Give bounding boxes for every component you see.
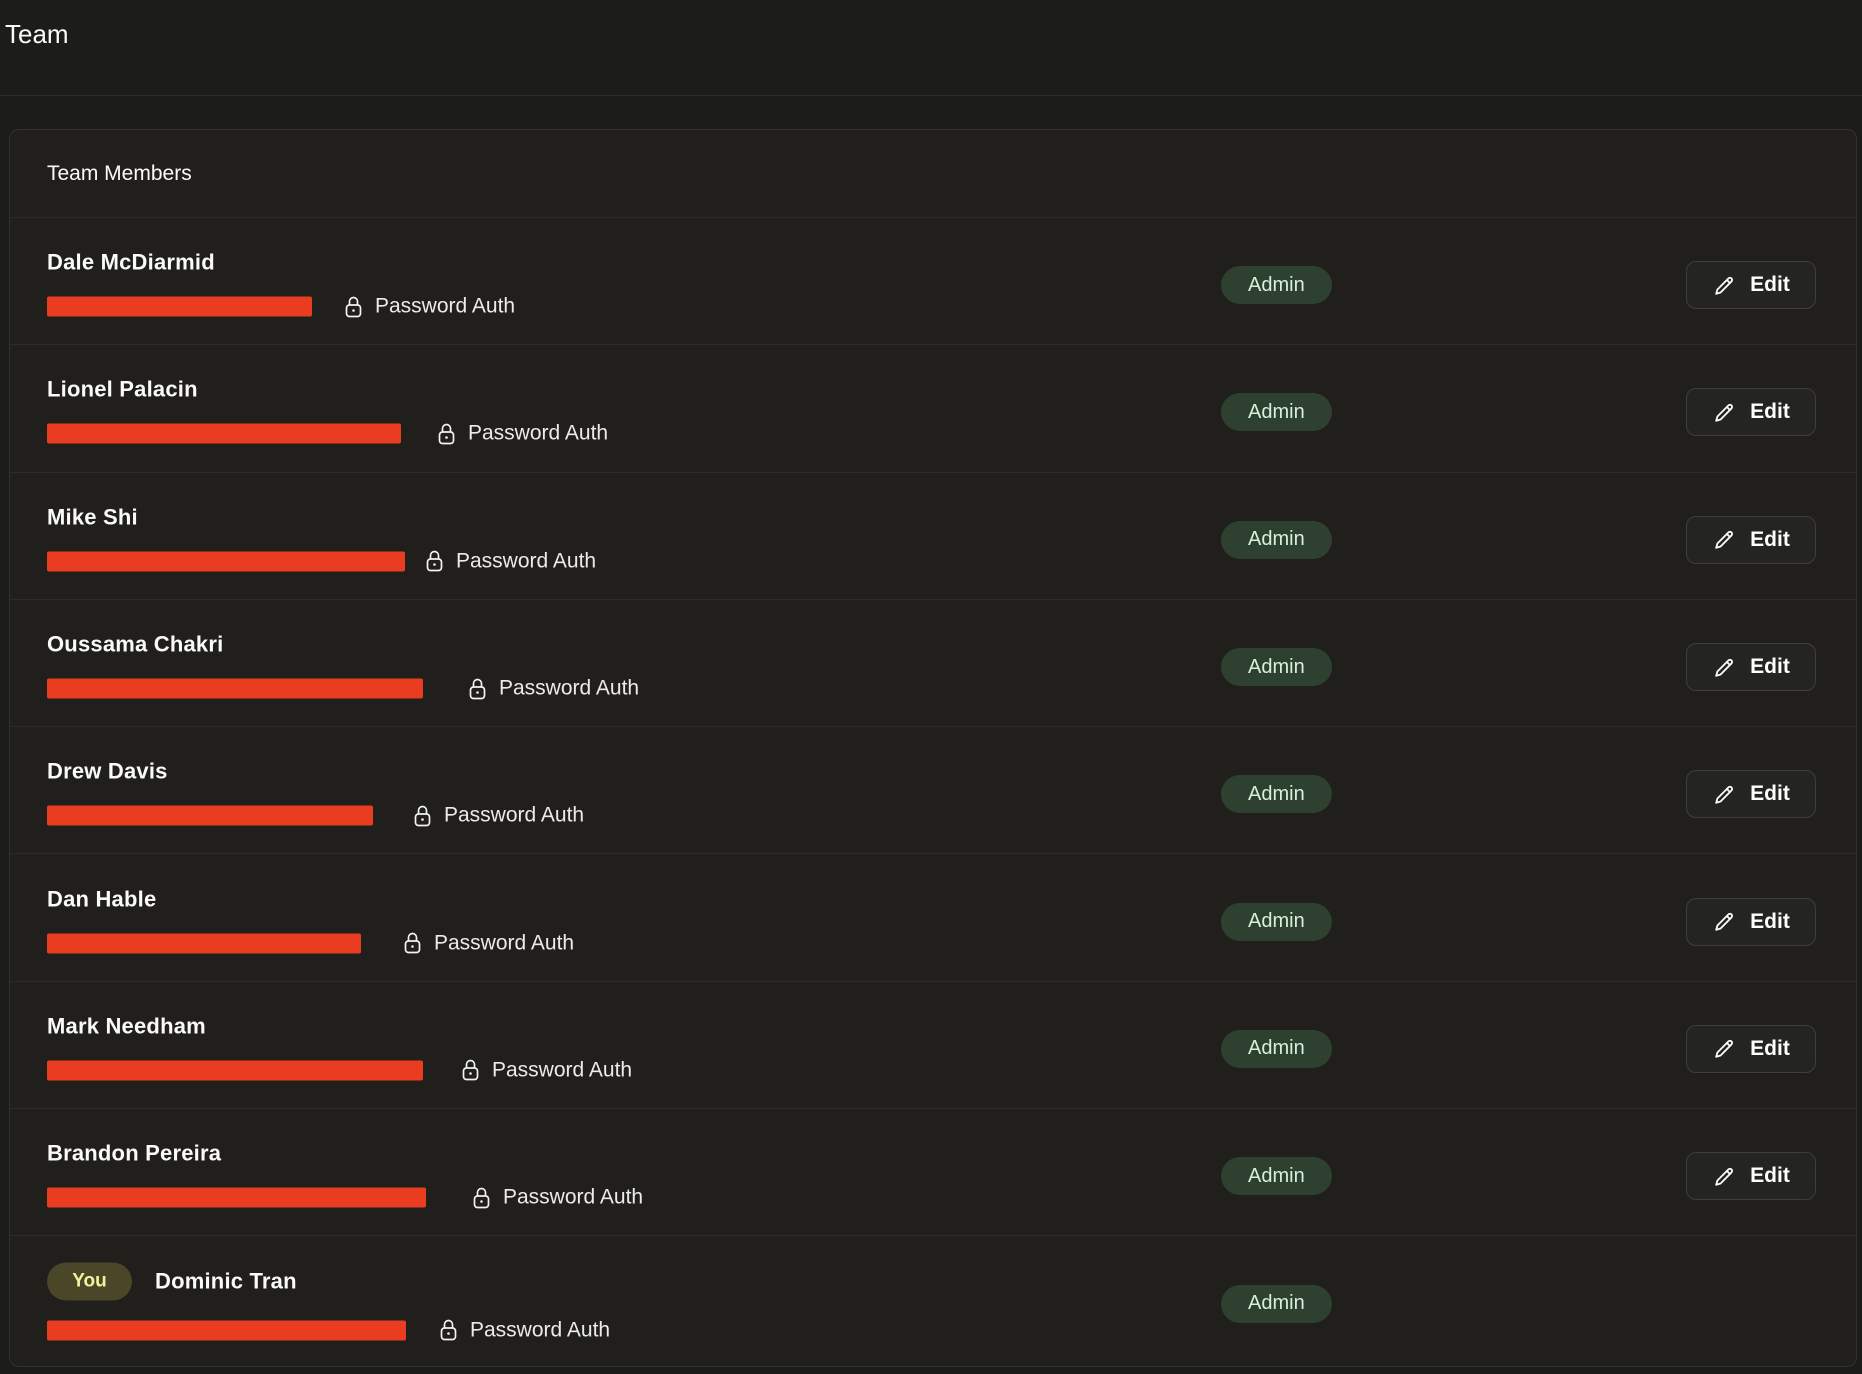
edit-button[interactable]: Edit (1686, 261, 1816, 310)
role-badge: Admin (1221, 393, 1332, 432)
role-badge: Admin (1221, 1029, 1332, 1068)
team-member-row: Mike Shi Password Auth Admin (10, 471, 1856, 599)
member-info: Mike Shi Password Auth (47, 503, 596, 574)
member-info: Dale McDiarmid Password Auth (47, 249, 515, 320)
role-badge: Admin (1221, 1284, 1332, 1323)
redacted-email-bar (47, 1320, 406, 1341)
team-members-card: Team Members Dale McDiarmid Password Aut… (9, 129, 1857, 1367)
team-member-row: Lionel Palacin Password Auth Admin (10, 344, 1856, 471)
team-member-row-current-user: You Dominic Tran Password Auth Admin (10, 1235, 1856, 1362)
role-badge: Admin (1221, 902, 1332, 941)
edit-button-label: Edit (1750, 400, 1790, 424)
member-name: Dominic Tran (155, 1268, 297, 1294)
edit-button-label: Edit (1750, 273, 1790, 297)
pencil-icon (1712, 1036, 1737, 1061)
lock-icon (435, 421, 458, 446)
member-info: Oussama Chakri Password Auth (47, 631, 639, 702)
team-member-row: Mark Needham Password Auth Admin (10, 980, 1856, 1108)
member-info: Drew Davis Password Auth (47, 758, 584, 829)
redacted-email-bar (47, 296, 312, 317)
member-info: Dan Hable Password Auth (47, 885, 574, 956)
member-name: Brandon Pereira (47, 1140, 222, 1166)
redacted-email-bar (47, 1187, 426, 1208)
member-info: Brandon Pereira Password Auth (47, 1140, 643, 1211)
pencil-icon (1712, 782, 1737, 807)
lock-icon (423, 549, 446, 574)
redacted-email-bar (47, 551, 405, 572)
auth-method-label: Password Auth (470, 1318, 611, 1342)
edit-button-label: Edit (1750, 1164, 1790, 1188)
edit-button-label: Edit (1750, 782, 1790, 806)
lock-icon (459, 1058, 482, 1083)
role-badge: Admin (1221, 648, 1332, 687)
role-badge: Admin (1221, 775, 1332, 814)
edit-button[interactable]: Edit (1686, 1152, 1816, 1201)
auth-method-label: Password Auth (456, 549, 597, 573)
auth-method-label: Password Auth (468, 421, 609, 445)
redacted-email-bar (47, 423, 401, 444)
auth-method-label: Password Auth (499, 676, 640, 700)
team-member-row: Drew Davis Password Auth Admin (10, 726, 1856, 853)
lock-icon (342, 294, 365, 319)
team-member-row: Brandon Pereira Password Auth Admin (10, 1108, 1856, 1235)
auth-method-label: Password Auth (503, 1185, 644, 1209)
team-member-row: Dale McDiarmid Password Auth Admin (10, 217, 1856, 344)
member-info: Lionel Palacin Password Auth (47, 376, 608, 447)
team-member-row: Oussama Chakri Password Auth Admin (10, 598, 1856, 726)
page-divider (0, 95, 1862, 96)
lock-icon (401, 931, 424, 956)
member-name: Oussama Chakri (47, 631, 224, 657)
member-name: Mark Needham (47, 1013, 206, 1039)
member-info: You Dominic Tran Password Auth (47, 1262, 610, 1343)
edit-button[interactable]: Edit (1686, 515, 1816, 564)
member-info: Mark Needham Password Auth (47, 1012, 632, 1083)
auth-method-label: Password Auth (444, 803, 585, 827)
page-title: Team (5, 19, 69, 49)
team-member-row: Dan Hable Password Auth Admin (10, 853, 1856, 980)
pencil-icon (1712, 1164, 1737, 1189)
redacted-email-bar (47, 1060, 423, 1081)
edit-button-label: Edit (1750, 655, 1790, 679)
role-badge: Admin (1221, 1157, 1332, 1196)
member-name: Dan Hable (47, 886, 157, 912)
edit-button[interactable]: Edit (1686, 770, 1816, 819)
member-name: Mike Shi (47, 504, 138, 530)
edit-button[interactable]: Edit (1686, 1024, 1816, 1073)
lock-icon (466, 676, 489, 701)
lock-icon (470, 1185, 493, 1210)
redacted-email-bar (47, 933, 361, 954)
edit-button-label: Edit (1750, 909, 1790, 933)
role-badge: Admin (1221, 520, 1332, 559)
card-title: Team Members (47, 161, 192, 185)
pencil-icon (1712, 909, 1737, 934)
member-name: Drew Davis (47, 758, 168, 784)
redacted-email-bar (47, 678, 423, 699)
you-badge: You (47, 1262, 132, 1301)
edit-button-label: Edit (1750, 1036, 1790, 1060)
lock-icon (411, 803, 434, 828)
edit-button[interactable]: Edit (1686, 643, 1816, 692)
edit-button[interactable]: Edit (1686, 897, 1816, 946)
redacted-email-bar (47, 805, 373, 826)
pencil-icon (1712, 655, 1737, 680)
auth-method-label: Password Auth (434, 931, 575, 955)
pencil-icon (1712, 273, 1737, 298)
member-name: Dale McDiarmid (47, 249, 215, 275)
pencil-icon (1712, 400, 1737, 425)
edit-button-label: Edit (1750, 527, 1790, 551)
auth-method-label: Password Auth (492, 1058, 633, 1082)
edit-button[interactable]: Edit (1686, 388, 1816, 437)
pencil-icon (1712, 527, 1737, 552)
role-badge: Admin (1221, 266, 1332, 305)
auth-method-label: Password Auth (375, 294, 516, 318)
member-name: Lionel Palacin (47, 376, 198, 402)
lock-icon (437, 1318, 460, 1343)
